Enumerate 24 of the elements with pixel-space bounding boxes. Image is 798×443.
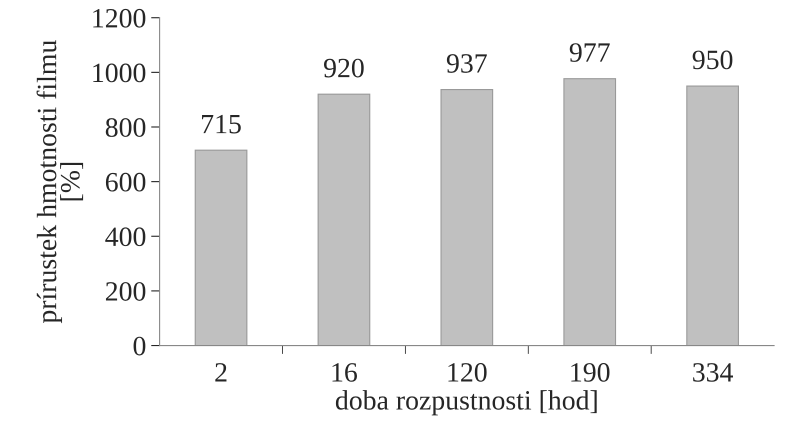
y-tick-label: 1200 [93,8,146,28]
y-tick-label: 400 [105,227,146,246]
data-label: 977 [570,43,610,62]
x-tick-label: 190 [571,363,610,382]
y-tick-label: 0 [134,336,146,356]
y-tick-label: 800 [106,118,146,137]
bar [194,150,248,346]
bar [563,78,616,346]
x-tick-label: 16 [332,363,357,382]
y-axis-title: prírustek hmotnosti filmu [%] [36,40,84,324]
y-tick-label: 600 [106,172,146,192]
data-label: 950 [692,50,732,70]
x-tick-label: 334 [693,363,734,382]
x-tick-label: 2 [215,363,226,382]
y-tick-label: 200 [106,282,146,301]
x-axis-title: doba rozpustnosti [hod] [336,390,597,416]
data-label: 937 [446,54,487,73]
bar [440,89,494,346]
bar [686,85,739,346]
y-tick-label: 1000 [93,64,146,82]
data-label: 715 [202,114,241,134]
x-tick-label: 120 [448,363,487,382]
bar [318,94,370,346]
data-label: 920 [324,58,364,78]
